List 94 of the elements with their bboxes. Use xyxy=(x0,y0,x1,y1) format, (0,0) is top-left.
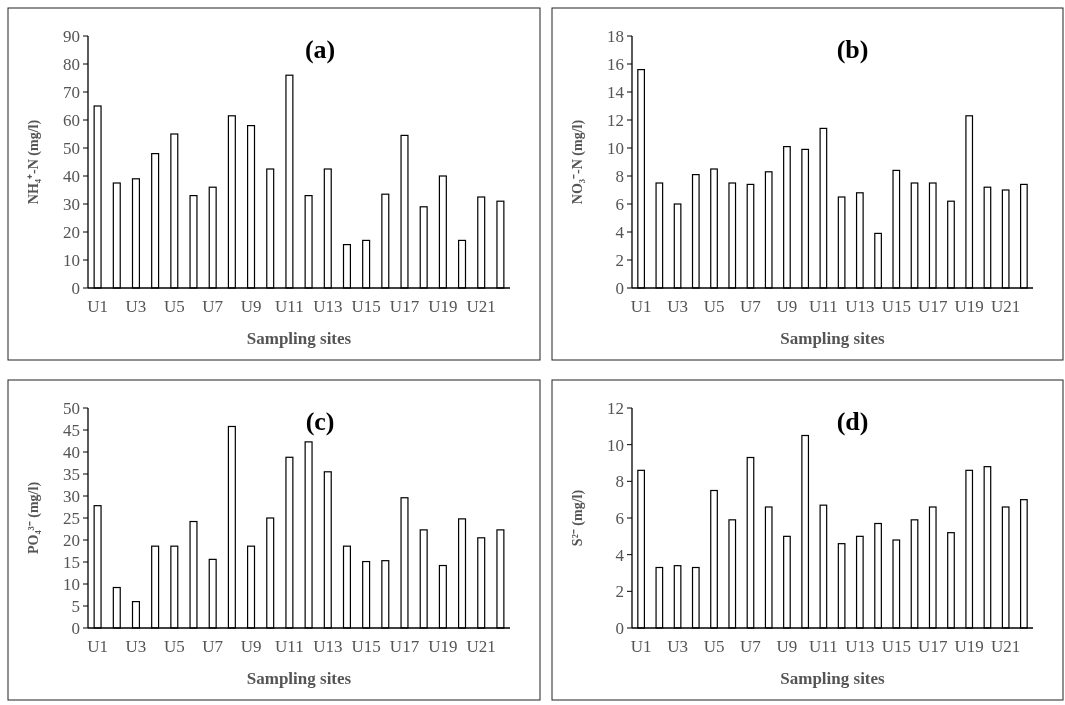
y-tick-label: 4 xyxy=(615,222,625,242)
y-tick-label: 40 xyxy=(63,442,80,462)
y-tick-label: 2 xyxy=(615,250,624,270)
x-tick-label: U15 xyxy=(881,637,911,656)
x-tick-label: U1 xyxy=(87,297,108,316)
x-axis-title: Sampling sites xyxy=(780,329,886,348)
x-tick-label: U13 xyxy=(313,637,343,656)
y-tick-label: 12 xyxy=(607,110,624,130)
x-tick-label: U13 xyxy=(845,297,875,316)
y-tick-label: 0 xyxy=(615,618,624,638)
y-tick-label: 8 xyxy=(615,472,624,492)
y-tick-label: 35 xyxy=(63,464,80,484)
x-tick-label: U13 xyxy=(313,297,343,316)
y-tick-label: 12 xyxy=(607,398,624,418)
x-tick-label: U15 xyxy=(351,637,381,656)
y-tick-label: 10 xyxy=(607,138,624,158)
x-tick-label: U21 xyxy=(991,297,1021,316)
y-tick-label: 25 xyxy=(63,508,80,528)
x-tick-label: U5 xyxy=(703,297,725,316)
x-tick-label: U17 xyxy=(918,637,948,656)
x-tick-label: U1 xyxy=(87,637,108,656)
y-tick-label: 30 xyxy=(63,194,80,214)
x-tick-label: U11 xyxy=(275,297,304,316)
x-tick-label: U21 xyxy=(466,637,496,656)
y-tick-label: 90 xyxy=(63,26,80,46)
y-axis-title: NH₄⁺-N (mg/l) xyxy=(26,119,42,205)
y-tick-label: 45 xyxy=(63,420,80,440)
x-tick-label: U9 xyxy=(240,637,262,656)
y-tick-label: 0 xyxy=(71,618,80,638)
x-tick-label: U3 xyxy=(125,637,147,656)
y-tick-label: 16 xyxy=(607,54,624,74)
x-tick-label: U11 xyxy=(809,637,838,656)
y-tick-label: 5 xyxy=(71,596,80,616)
x-tick-label: U15 xyxy=(351,297,381,316)
x-axis-title: Sampling sites xyxy=(246,329,352,348)
x-tick-label: U9 xyxy=(240,297,262,316)
x-tick-label: U19 xyxy=(428,637,458,656)
x-tick-label: U19 xyxy=(954,637,984,656)
x-tick-label: U5 xyxy=(703,637,725,656)
y-axis-title: S²⁻ (mg/l) xyxy=(570,489,586,547)
y-tick-label: 0 xyxy=(615,278,624,298)
x-tick-label: U7 xyxy=(740,637,762,656)
y-tick-label: 10 xyxy=(607,435,624,455)
x-tick-label: U17 xyxy=(389,297,420,316)
y-tick-label: 0 xyxy=(71,278,80,298)
y-tick-label: 20 xyxy=(63,530,80,550)
x-tick-label: U21 xyxy=(991,637,1021,656)
x-tick-label: U3 xyxy=(667,637,688,656)
y-tick-label: 2 xyxy=(615,582,624,602)
y-tick-label: 10 xyxy=(63,250,80,270)
y-tick-label: 10 xyxy=(63,574,80,594)
x-tick-label: U13 xyxy=(845,637,875,656)
x-tick-label: U1 xyxy=(630,297,652,316)
y-tick-label: 18 xyxy=(607,26,624,46)
chart-title: (a) xyxy=(304,35,336,64)
x-tick-label: U19 xyxy=(428,297,458,316)
x-tick-label: U5 xyxy=(163,297,185,316)
x-tick-label: U17 xyxy=(918,297,948,316)
x-tick-label: U21 xyxy=(466,297,496,316)
y-tick-label: 6 xyxy=(615,194,624,214)
chart-title: (d) xyxy=(836,407,869,436)
y-axis-title: PO₄³⁻ (mg/l) xyxy=(26,481,42,555)
x-tick-label: U19 xyxy=(954,297,984,316)
chart-title: (b) xyxy=(836,35,869,64)
x-axis-title: Sampling sites xyxy=(246,669,352,688)
y-tick-label: 80 xyxy=(63,54,80,74)
x-axis-title: Sampling sites xyxy=(780,669,886,688)
y-tick-label: 40 xyxy=(63,166,80,186)
chart-title: (c) xyxy=(305,407,335,436)
x-tick-label: U17 xyxy=(389,637,420,656)
x-tick-label: U5 xyxy=(163,637,185,656)
y-tick-label: 50 xyxy=(63,138,80,158)
x-tick-label: U15 xyxy=(881,297,911,316)
x-tick-label: U1 xyxy=(630,637,652,656)
x-tick-label: U7 xyxy=(202,297,224,316)
x-tick-label: U3 xyxy=(125,297,147,316)
x-tick-label: U11 xyxy=(809,297,838,316)
y-tick-label: 6 xyxy=(615,508,624,528)
y-tick-label: 60 xyxy=(63,110,80,130)
x-tick-label: U7 xyxy=(740,297,762,316)
y-tick-label: 70 xyxy=(63,82,80,102)
x-tick-label: U11 xyxy=(275,637,304,656)
y-tick-label: 30 xyxy=(63,486,80,506)
y-axis-title: NO₃⁻-N (mg/l) xyxy=(570,119,586,205)
x-tick-label: U7 xyxy=(202,637,224,656)
x-tick-label: U3 xyxy=(667,297,688,316)
y-tick-label: 50 xyxy=(63,398,80,418)
x-tick-label: U9 xyxy=(776,297,798,316)
y-tick-label: 15 xyxy=(63,552,80,572)
y-tick-label: 4 xyxy=(615,545,625,565)
y-tick-label: 14 xyxy=(607,82,625,102)
x-tick-label: U9 xyxy=(776,637,798,656)
y-tick-label: 8 xyxy=(615,166,624,186)
y-tick-label: 20 xyxy=(63,222,80,242)
